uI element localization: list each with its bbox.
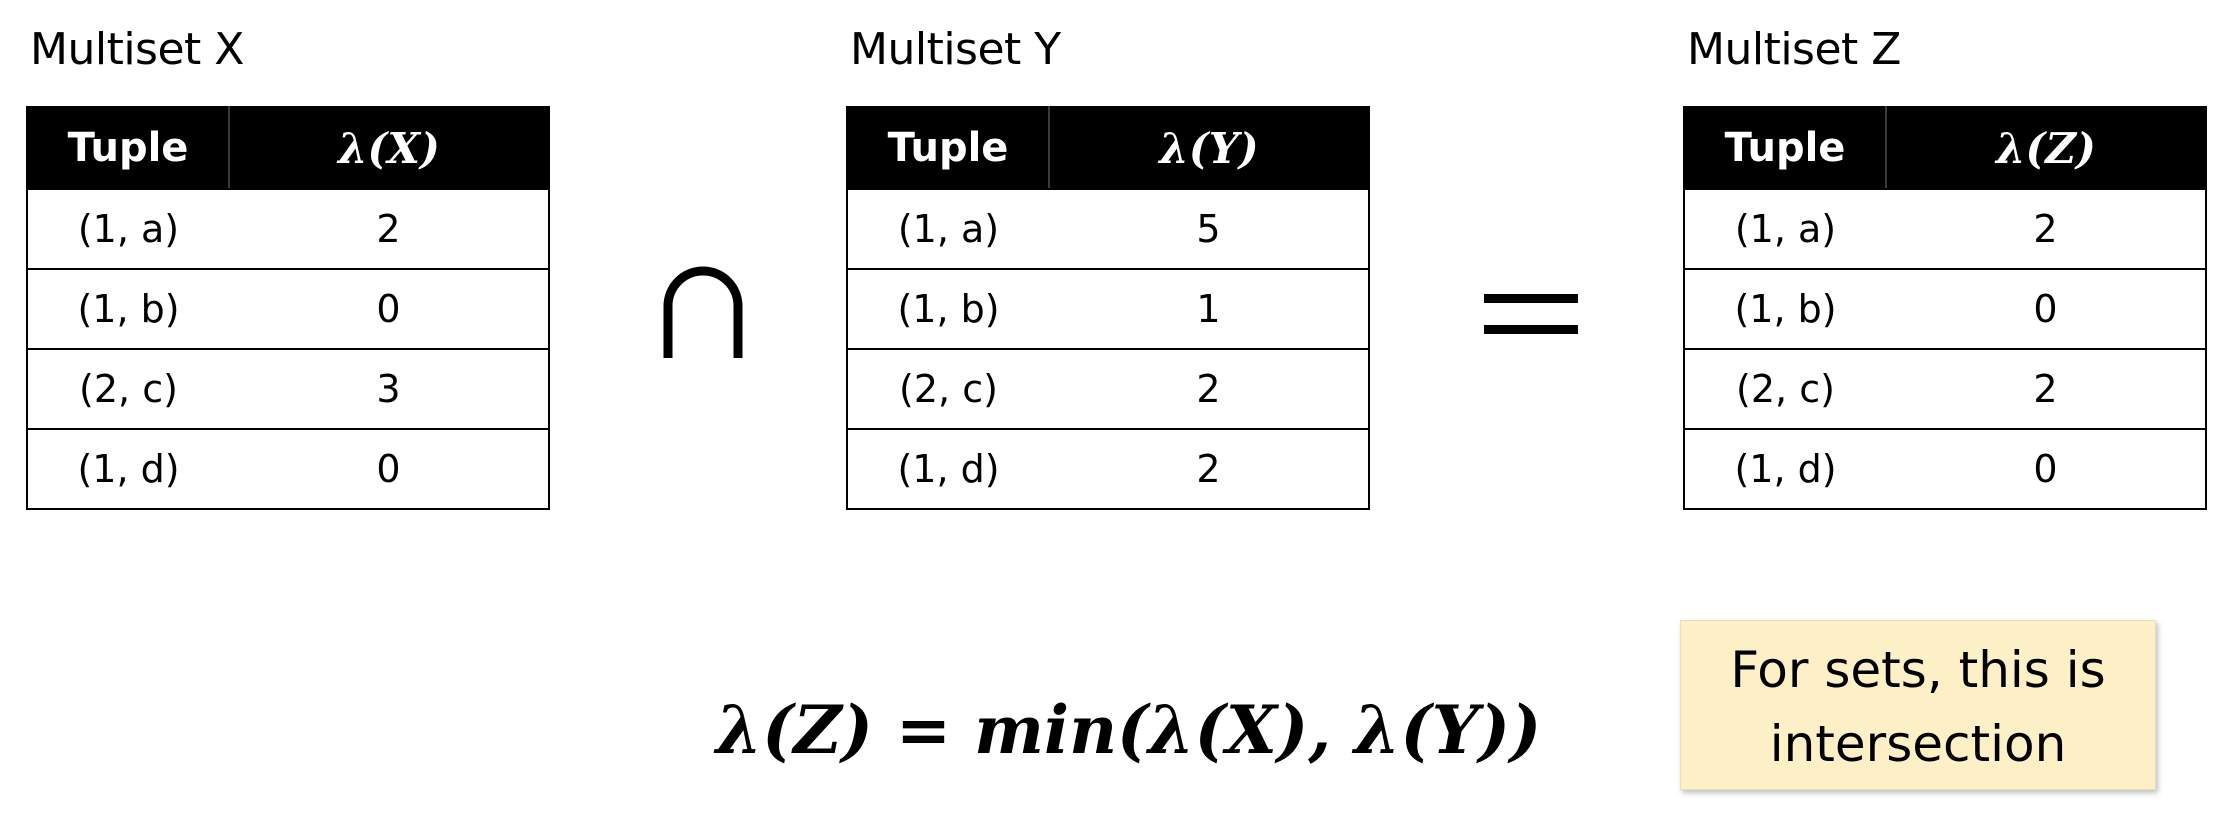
multiplicity-cell: 2: [1049, 428, 1370, 510]
lambda-header: λ(Y): [1048, 106, 1370, 190]
multiplicity-cell: 2: [1886, 348, 2207, 430]
tuple-cell: (1, d): [1683, 428, 1886, 510]
tuple-cell: (1, b): [26, 268, 229, 350]
tuple-cell: (1, d): [846, 428, 1049, 510]
tuple-cell: (1, a): [26, 188, 229, 270]
table-row: (1, a) 5: [846, 188, 1370, 270]
table-row: (1, d) 2: [846, 428, 1370, 510]
tuple-cell: (2, c): [846, 348, 1049, 430]
intersection-symbol: [663, 266, 743, 358]
tuple-cell: (1, b): [846, 268, 1049, 350]
tuple-cell: (2, c): [26, 348, 229, 430]
multiset-z-title: Multiset Z: [1687, 24, 1901, 75]
multiplicity-cell: 0: [1886, 428, 2207, 510]
tuple-cell: (1, d): [26, 428, 229, 510]
multiset-z-table: Tuple λ(Z) (1, a) 2 (1, b) 0 (2, c) 2 (1…: [1683, 106, 2207, 510]
table-row: (2, c) 2: [1683, 348, 2207, 430]
table-row: (2, c) 2: [846, 348, 1370, 430]
table-row: (1, b) 0: [1683, 268, 2207, 350]
table-row: (1, d) 0: [26, 428, 550, 510]
tuple-cell: (2, c): [1683, 348, 1886, 430]
tuple-header: Tuple: [1683, 106, 1887, 190]
tuple-header: Tuple: [26, 106, 230, 190]
table-row: (1, a) 2: [1683, 188, 2207, 270]
lambda-header: λ(X): [228, 106, 550, 190]
tuple-cell: (1, b): [1683, 268, 1886, 350]
equals-symbol: [1484, 294, 1578, 334]
sets-intersection-note: For sets, this is intersection: [1680, 620, 2156, 790]
note-line-2: intersection: [1769, 715, 2067, 773]
multiplicity-cell: 0: [229, 268, 550, 350]
multiset-y-title: Multiset Y: [850, 24, 1061, 75]
multiset-x-table: Tuple λ(X) (1, a) 2 (1, b) 0 (2, c) 3 (1…: [26, 106, 550, 510]
table-header-row: Tuple λ(X): [26, 106, 550, 190]
multiplicity-cell: 0: [1886, 268, 2207, 350]
table-row: (2, c) 3: [26, 348, 550, 430]
note-line-1: For sets, this is: [1730, 641, 2106, 699]
multiplicity-cell: 1: [1049, 268, 1370, 350]
tuple-header: Tuple: [846, 106, 1050, 190]
table-row: (1, d) 0: [1683, 428, 2207, 510]
multiplicity-cell: 5: [1049, 188, 1370, 270]
multiplicity-cell: 2: [1886, 188, 2207, 270]
multiplicity-cell: 2: [229, 188, 550, 270]
table-header-row: Tuple λ(Y): [846, 106, 1370, 190]
lambda-header: λ(Z): [1885, 106, 2207, 190]
tuple-cell: (1, a): [1683, 188, 1886, 270]
multiplicity-cell: 3: [229, 348, 550, 430]
multiset-y-table: Tuple λ(Y) (1, a) 5 (1, b) 1 (2, c) 2 (1…: [846, 106, 1370, 510]
multiplicity-cell: 0: [229, 428, 550, 510]
table-row: (1, b) 1: [846, 268, 1370, 350]
table-row: (1, a) 2: [26, 188, 550, 270]
tuple-cell: (1, a): [846, 188, 1049, 270]
table-header-row: Tuple λ(Z): [1683, 106, 2207, 190]
table-row: (1, b) 0: [26, 268, 550, 350]
multiset-x-title: Multiset X: [30, 24, 244, 75]
multiplicity-cell: 2: [1049, 348, 1370, 430]
min-formula: λ(Z) = min(λ(X), λ(Y)): [716, 691, 1542, 769]
